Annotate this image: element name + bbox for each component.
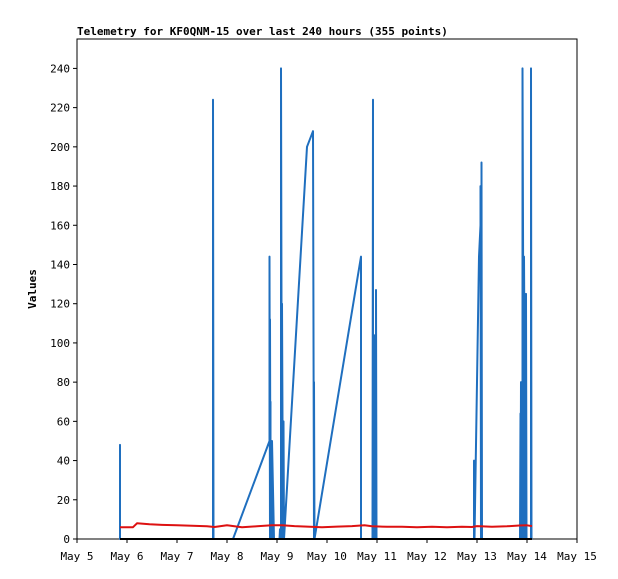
y-tick-label: 200 bbox=[50, 141, 70, 154]
y-tick-label: 0 bbox=[63, 533, 70, 546]
y-tick-label: 120 bbox=[50, 298, 70, 311]
x-tick-label: May 7 bbox=[160, 550, 193, 563]
y-tick-label: 40 bbox=[57, 455, 70, 468]
x-tick-label: May 10 bbox=[307, 550, 347, 563]
x-tick-label: May 12 bbox=[407, 550, 447, 563]
x-tick-label: May 5 bbox=[60, 550, 93, 563]
x-tick-label: May 9 bbox=[260, 550, 293, 563]
y-tick-label: 100 bbox=[50, 337, 70, 350]
y-tick-label: 220 bbox=[50, 102, 70, 115]
y-tick-label: 80 bbox=[57, 376, 70, 389]
chart-title: Telemetry for KF0QNM-15 over last 240 ho… bbox=[77, 25, 448, 38]
y-tick-label: 60 bbox=[57, 415, 70, 428]
y-tick-label: 160 bbox=[50, 219, 70, 232]
y-tick-label: 140 bbox=[50, 258, 70, 271]
x-axis-ticks: May 5 May 6 May 7 May 8 May 9 May 10 May 11 May… bbox=[60, 539, 597, 563]
x-tick-label: May 15 bbox=[557, 550, 597, 563]
y-tick-label: 240 bbox=[50, 62, 70, 75]
series-line-1 bbox=[119, 67, 533, 540]
y-tick-label: 20 bbox=[57, 494, 70, 507]
y-axis-ticks: 0 20 40 60 80 100 120 140 160 180 200 220 240 bbox=[50, 62, 77, 546]
x-tick-label: May 8 bbox=[210, 550, 243, 563]
x-tick-label: May 11 bbox=[357, 550, 397, 563]
y-tick-label: 180 bbox=[50, 180, 70, 193]
y-axis-label: Values bbox=[26, 269, 39, 309]
x-tick-label: May 13 bbox=[457, 550, 497, 563]
series-layer bbox=[119, 67, 533, 540]
series-line-2 bbox=[120, 522, 533, 529]
x-tick-label: May 14 bbox=[507, 550, 547, 563]
x-tick-label: May 6 bbox=[110, 550, 143, 563]
